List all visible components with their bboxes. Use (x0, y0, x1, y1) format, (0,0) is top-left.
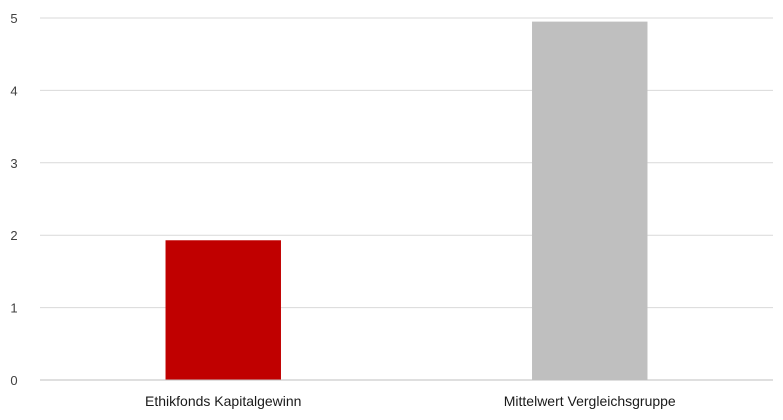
bar (532, 21, 648, 381)
y-tick-label: 5 (10, 11, 17, 26)
x-tick-label: Ethikfonds Kapitalgewinn (145, 393, 301, 409)
y-tick-label: 0 (10, 373, 17, 388)
y-axis-ticks: 0 1 2 3 4 5 (10, 11, 17, 388)
bars (165, 21, 648, 381)
y-tick-label: 2 (10, 228, 17, 243)
y-tick-label: 3 (10, 156, 17, 171)
y-tick-label: 1 (10, 301, 17, 316)
x-axis-ticks: Ethikfonds Kapitalgewinn Mittelwert Vergl… (145, 393, 676, 409)
x-tick-label: Mittelwert Vergleichsgruppe (504, 393, 676, 409)
gridlines (40, 17, 773, 309)
bar (165, 240, 281, 380)
y-tick-label: 4 (10, 83, 17, 98)
